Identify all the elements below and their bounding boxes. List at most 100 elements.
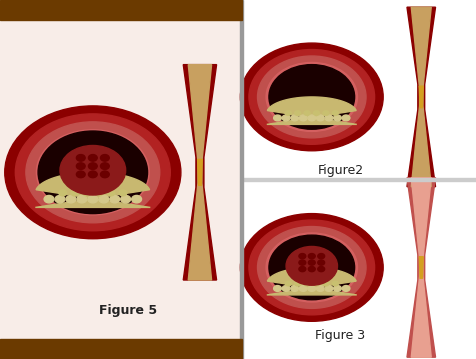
Circle shape xyxy=(240,214,383,321)
Circle shape xyxy=(76,171,85,178)
Circle shape xyxy=(77,195,87,203)
Bar xyxy=(242,0,476,359)
Circle shape xyxy=(99,195,109,203)
Circle shape xyxy=(100,155,109,161)
Circle shape xyxy=(44,195,54,203)
Circle shape xyxy=(100,163,109,169)
Circle shape xyxy=(258,227,366,308)
Polygon shape xyxy=(407,178,436,357)
Circle shape xyxy=(299,285,307,292)
Circle shape xyxy=(317,285,324,292)
Circle shape xyxy=(55,195,65,203)
Circle shape xyxy=(285,111,291,115)
Circle shape xyxy=(291,115,298,121)
Circle shape xyxy=(308,260,315,265)
Bar xyxy=(240,0,243,359)
Polygon shape xyxy=(188,65,211,280)
Circle shape xyxy=(334,115,341,121)
Polygon shape xyxy=(419,86,423,108)
Circle shape xyxy=(317,115,324,121)
Circle shape xyxy=(119,190,127,196)
Text: Figure 5: Figure 5 xyxy=(99,304,158,317)
Circle shape xyxy=(5,106,181,239)
Bar xyxy=(242,178,476,181)
Circle shape xyxy=(89,155,97,161)
Circle shape xyxy=(314,281,319,286)
Circle shape xyxy=(89,163,97,169)
Bar xyxy=(0,0,242,20)
Polygon shape xyxy=(35,172,150,208)
Circle shape xyxy=(299,260,306,265)
Circle shape xyxy=(76,155,85,161)
Circle shape xyxy=(59,190,67,196)
Circle shape xyxy=(323,111,329,115)
Circle shape xyxy=(60,145,126,195)
Circle shape xyxy=(299,115,307,121)
Circle shape xyxy=(266,62,357,131)
Circle shape xyxy=(274,285,281,292)
Polygon shape xyxy=(411,178,431,357)
Circle shape xyxy=(342,285,350,292)
Circle shape xyxy=(304,111,310,115)
Circle shape xyxy=(274,115,281,121)
Circle shape xyxy=(318,253,325,259)
Circle shape xyxy=(249,50,375,144)
Circle shape xyxy=(258,56,366,138)
Polygon shape xyxy=(407,7,436,187)
Circle shape xyxy=(295,281,301,286)
Polygon shape xyxy=(411,7,431,187)
Text: Figure2: Figure2 xyxy=(317,164,363,177)
Circle shape xyxy=(295,111,301,115)
Circle shape xyxy=(332,111,338,115)
Circle shape xyxy=(15,114,170,231)
Circle shape xyxy=(95,190,103,196)
Circle shape xyxy=(285,281,291,286)
Circle shape xyxy=(121,195,130,203)
Circle shape xyxy=(325,285,333,292)
Polygon shape xyxy=(198,159,202,185)
Circle shape xyxy=(26,122,160,223)
Polygon shape xyxy=(183,65,217,280)
Circle shape xyxy=(269,65,355,129)
Circle shape xyxy=(323,281,329,286)
Circle shape xyxy=(71,190,79,196)
Circle shape xyxy=(325,115,333,121)
Circle shape xyxy=(107,190,115,196)
Bar xyxy=(0,339,242,359)
Circle shape xyxy=(334,285,341,292)
Circle shape xyxy=(110,195,119,203)
Polygon shape xyxy=(267,267,357,295)
Polygon shape xyxy=(419,257,423,278)
Circle shape xyxy=(266,233,357,302)
Polygon shape xyxy=(267,97,357,125)
Circle shape xyxy=(83,190,90,196)
Circle shape xyxy=(282,115,290,121)
Circle shape xyxy=(269,235,355,300)
Circle shape xyxy=(308,266,315,272)
Circle shape xyxy=(100,171,109,178)
Circle shape xyxy=(308,285,316,292)
Circle shape xyxy=(304,281,310,286)
Circle shape xyxy=(286,246,337,285)
Circle shape xyxy=(88,195,98,203)
Circle shape xyxy=(314,111,319,115)
Circle shape xyxy=(38,131,148,214)
Circle shape xyxy=(332,281,338,286)
Bar xyxy=(0,20,242,339)
Circle shape xyxy=(308,253,315,259)
Circle shape xyxy=(318,260,325,265)
Circle shape xyxy=(299,253,306,259)
Circle shape xyxy=(318,266,325,272)
Text: Figure 3: Figure 3 xyxy=(315,329,366,342)
Circle shape xyxy=(249,220,375,315)
Circle shape xyxy=(66,195,76,203)
Circle shape xyxy=(132,195,141,203)
Circle shape xyxy=(342,115,350,121)
Circle shape xyxy=(37,130,149,215)
Circle shape xyxy=(308,115,316,121)
Circle shape xyxy=(282,285,290,292)
Circle shape xyxy=(240,43,383,151)
Circle shape xyxy=(76,163,85,169)
Circle shape xyxy=(89,171,97,178)
Circle shape xyxy=(291,285,298,292)
